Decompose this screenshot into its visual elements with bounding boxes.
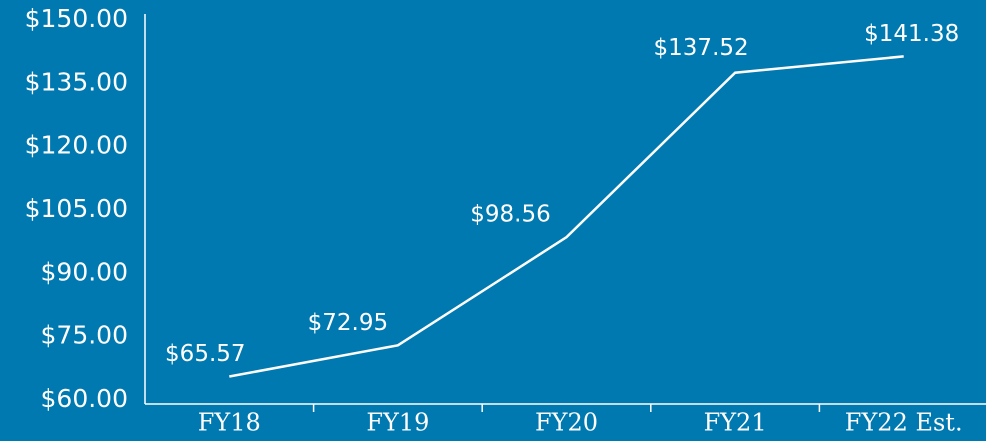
y-tick-label: $150.00 bbox=[25, 4, 128, 33]
y-tick-label: $120.00 bbox=[25, 131, 128, 160]
y-tick-label: $75.00 bbox=[41, 321, 128, 350]
data-label: $72.95 bbox=[308, 310, 388, 336]
x-tick-label: FY21 bbox=[704, 409, 767, 437]
data-label: $137.52 bbox=[654, 35, 749, 61]
data-label: $141.38 bbox=[864, 21, 959, 47]
line bbox=[229, 55, 904, 378]
y-tick-label: $60.00 bbox=[41, 384, 128, 413]
y-tick-label: $135.00 bbox=[25, 67, 128, 96]
y-tick-label: $105.00 bbox=[25, 194, 128, 223]
x-tick-label: FY20 bbox=[535, 409, 598, 437]
x-tick-label: FY19 bbox=[366, 409, 429, 437]
y-tick-label: $90.00 bbox=[41, 257, 128, 286]
x-tick-label: FY22 Est. bbox=[845, 409, 963, 437]
data-label: $98.56 bbox=[470, 202, 550, 228]
x-tick-label: FY18 bbox=[198, 409, 261, 437]
data-label: $65.57 bbox=[165, 341, 245, 367]
